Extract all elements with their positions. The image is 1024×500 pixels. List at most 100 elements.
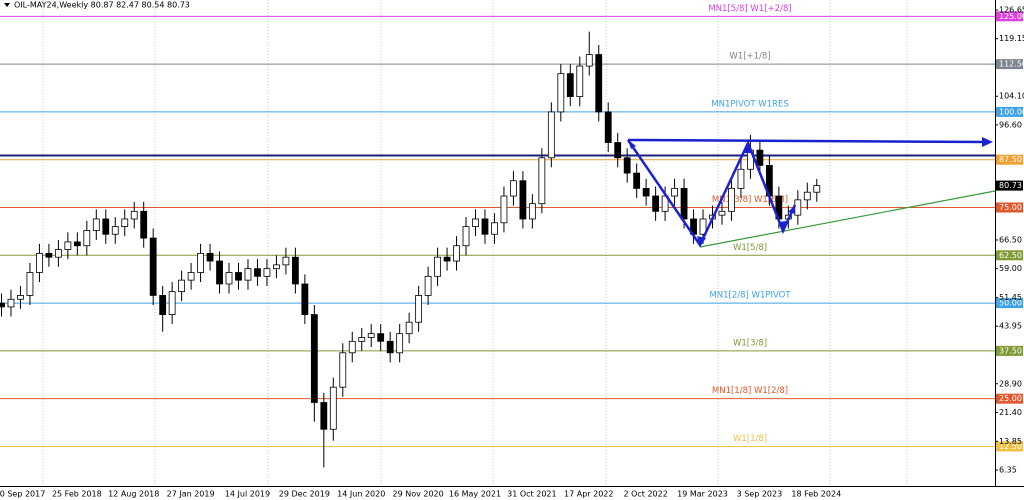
candle-body (728, 187, 735, 212)
level-tag-label: 12.50 (999, 442, 1022, 451)
candle-body (282, 256, 290, 266)
x-tick-label: 29 Dec 2019 (279, 490, 330, 499)
candle-body (329, 386, 337, 430)
candle-body (756, 149, 764, 166)
level-tag-label: 75.00 (999, 203, 1022, 212)
candle-body (225, 272, 233, 285)
level-label: W1[3/8] (733, 338, 767, 348)
arrow-head (778, 221, 787, 231)
candle-body (301, 283, 309, 315)
candle-body (197, 252, 204, 273)
level-tag-label: 112.50 (999, 60, 1024, 69)
y-tick-label: 126.65 (999, 6, 1024, 15)
candle-body (310, 314, 318, 403)
level-tag (996, 250, 1023, 261)
y-tick-label: 13.85 (999, 437, 1022, 446)
trend-line (699, 190, 996, 248)
candle-body (510, 180, 517, 197)
level-tag-label: 125.00 (999, 12, 1024, 21)
candle-body (680, 187, 688, 220)
x-tick-label: 17 Apr 2022 (564, 490, 613, 499)
level-tag (996, 59, 1023, 70)
level-label: W1[1/8] (733, 434, 767, 444)
candle-body (377, 333, 385, 342)
candle-body (803, 191, 811, 201)
candle-body (396, 333, 404, 354)
level-label: MN1[2/8] W1PIVOT (709, 291, 791, 301)
drawings (626, 137, 996, 248)
candle-body (652, 195, 660, 212)
level-tag-label: 62.50 (999, 251, 1022, 260)
candle-body (235, 272, 242, 281)
level-tag (996, 393, 1023, 404)
candle-body (386, 340, 394, 354)
y-tick-label: 66.50 (999, 235, 1022, 244)
candle-body (737, 168, 745, 189)
candle-body (7, 298, 15, 308)
x-tick-label: 25 Feb 2018 (52, 490, 102, 499)
level-label: MN1[5/8] W1[+2/8] (708, 4, 791, 14)
candle-body (585, 54, 593, 67)
candle-body (263, 268, 271, 277)
candle-body (339, 352, 347, 388)
candle-body (140, 210, 148, 239)
candle-body (405, 321, 413, 335)
candle-body (45, 252, 53, 258)
x-tick-label: 14 Jun 2020 (337, 490, 385, 499)
candle-body (17, 295, 24, 300)
level-label: W1[5/8] (733, 243, 767, 253)
candle-body (434, 256, 441, 277)
candle-body (254, 268, 261, 277)
candle-body (367, 333, 375, 338)
x-tick-label: 14 Jul 2019 (225, 490, 270, 499)
candle-body (291, 256, 299, 285)
arrow-head (628, 140, 636, 149)
candle-body (415, 295, 423, 323)
candle-body (149, 237, 157, 296)
candle-body (614, 142, 622, 159)
candle-body (26, 272, 34, 296)
candle-body (83, 230, 91, 247)
x-tick-label: 10 Sep 2017 (0, 490, 45, 499)
candle-body (500, 195, 508, 224)
candle-body (576, 65, 584, 98)
x-tick-label: 29 Nov 2020 (392, 490, 443, 499)
last-price-tag (996, 180, 1023, 191)
candles (0, 31, 821, 468)
candle-body (443, 256, 451, 262)
level-label: W1[+1/8] (729, 52, 770, 62)
candle-body (566, 73, 574, 98)
candle-body (547, 111, 555, 159)
level-tag (996, 106, 1023, 117)
candle-body (671, 187, 678, 197)
candle-body (102, 218, 110, 235)
candle-body (206, 252, 214, 262)
candle-body (424, 275, 432, 296)
candle-body (699, 218, 707, 235)
candle-body (159, 295, 167, 315)
level-tag (996, 345, 1023, 356)
candle-body (73, 241, 81, 247)
grid (42, 0, 908, 486)
candle-body (595, 54, 603, 113)
level-label: MN1PIVOT W1RES (711, 99, 788, 109)
candle-body (348, 340, 356, 354)
candle-body (273, 264, 280, 270)
level-label: MN1[3/8] W1[6/8] (712, 195, 788, 205)
candle-body (168, 291, 176, 315)
candle-body (528, 203, 536, 220)
chart-title: OIL-MAY24,Weekly 80.87 82.47 80.54 80.73 (14, 1, 190, 10)
candle-body (472, 218, 479, 228)
y-tick-label: 104.10 (999, 92, 1024, 101)
level-tag (996, 11, 1023, 22)
level-tag-label: 50.00 (999, 299, 1022, 308)
candle-body (54, 249, 62, 258)
candle-body (491, 222, 498, 235)
candle-body (178, 279, 186, 293)
candle-body (718, 210, 726, 216)
candle-body (642, 187, 650, 197)
y-tick-label: 43.95 (999, 322, 1022, 331)
menu-arrow[interactable] (4, 3, 10, 7)
candle-body (121, 218, 129, 228)
